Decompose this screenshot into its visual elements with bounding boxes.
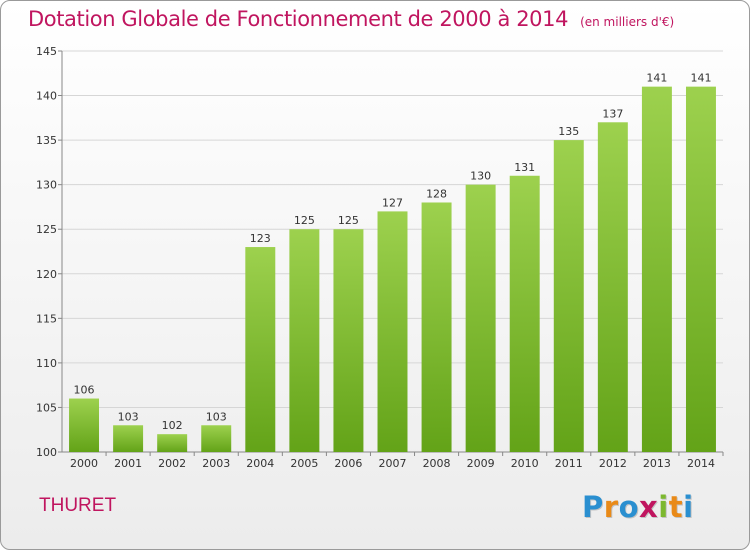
bar (113, 425, 144, 452)
x-tick-label: 2002 (158, 457, 186, 470)
bar (289, 229, 320, 452)
logo-letter: x (639, 490, 659, 524)
bar (333, 229, 364, 452)
logo-letter: i (683, 490, 694, 524)
bar-value-label: 128 (426, 187, 447, 200)
proxiti-logo: Proxiti (582, 490, 694, 524)
logo-letter: o (618, 490, 640, 524)
bar (553, 140, 584, 452)
bar-value-label: 127 (382, 196, 403, 209)
x-tick-label: 2001 (114, 457, 142, 470)
x-tick-label: 2012 (599, 457, 627, 470)
x-tick-label: 2003 (202, 457, 230, 470)
logo-letter: i (658, 490, 669, 524)
bar-value-label: 141 (690, 72, 711, 85)
x-tick-label: 2010 (511, 457, 539, 470)
bar-value-label: 106 (74, 384, 95, 397)
bar (465, 184, 496, 452)
x-tick-label: 2011 (555, 457, 583, 470)
bar-value-label: 130 (470, 170, 491, 183)
chart-title: Dotation Globale de Fonctionnement de 20… (28, 7, 674, 31)
chart-subtitle: (en milliers d'€) (580, 15, 675, 29)
bar (157, 434, 188, 452)
y-tick-label: 110 (36, 357, 57, 370)
y-tick-label: 125 (36, 223, 57, 236)
bar-value-label: 125 (294, 214, 315, 227)
bar-value-label: 103 (118, 410, 139, 423)
chart-title-text: Dotation Globale de Fonctionnement de 20… (28, 7, 569, 31)
x-tick-label: 2007 (379, 457, 407, 470)
commune-name: THURET (39, 495, 117, 516)
logo-letter: P (582, 490, 604, 524)
y-tick-label: 140 (36, 90, 57, 103)
bar (377, 211, 408, 452)
x-tick-label: 2013 (643, 457, 671, 470)
y-tick-label: 130 (36, 179, 57, 192)
x-tick-label: 2006 (334, 457, 362, 470)
y-tick-label: 105 (36, 401, 57, 414)
y-tick-label: 115 (36, 312, 57, 325)
x-tick-label: 2000 (70, 457, 98, 470)
x-tick-label: 2014 (687, 457, 715, 470)
y-tick-label: 145 (36, 45, 57, 58)
y-tick-label: 135 (36, 134, 57, 147)
bar (685, 86, 716, 453)
bar-value-label: 131 (514, 161, 535, 174)
bar-value-label: 103 (206, 410, 227, 423)
bar-value-label: 102 (162, 419, 183, 432)
bar-value-label: 137 (602, 107, 623, 120)
x-tick-label: 2008 (423, 457, 451, 470)
x-tick-label: 2005 (290, 457, 318, 470)
y-tick-label: 120 (36, 268, 57, 281)
bar-value-label: 123 (250, 232, 271, 245)
bar-value-label: 135 (558, 125, 579, 138)
bar (641, 86, 672, 453)
bar-value-label: 125 (338, 214, 359, 227)
bar (201, 425, 232, 452)
bar (597, 122, 628, 453)
bar (245, 247, 276, 452)
x-tick-label: 2009 (467, 457, 495, 470)
bar (69, 398, 100, 452)
y-tick-label: 100 (36, 446, 57, 459)
bar (421, 202, 452, 452)
logo-letter: t (668, 490, 684, 524)
bar-value-label: 141 (646, 72, 667, 85)
logo-letter: r (603, 490, 619, 524)
x-tick-label: 2004 (246, 457, 274, 470)
bar (509, 175, 540, 452)
